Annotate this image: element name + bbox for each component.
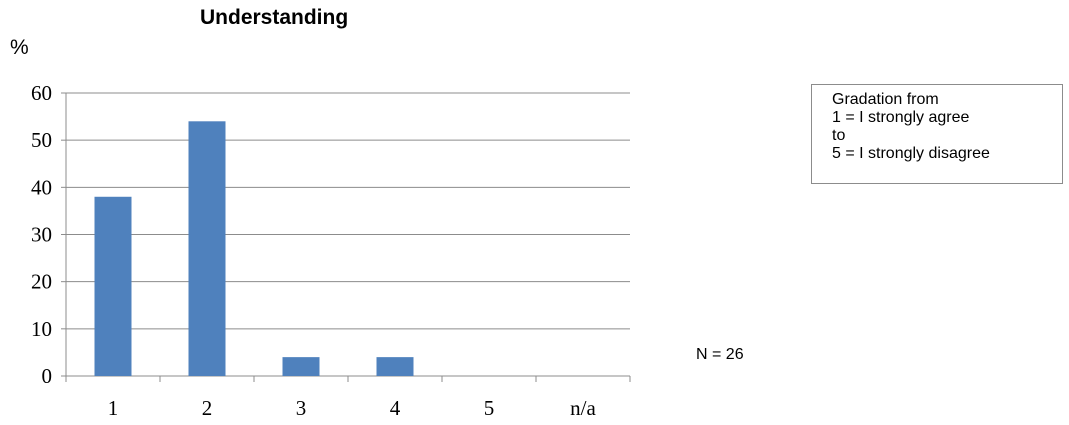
chart-title: Understanding [200, 6, 349, 29]
y-tick-label: 50 [31, 128, 52, 152]
sample-size-note: N = 26 [696, 346, 744, 363]
y-tick-label: 0 [42, 364, 53, 388]
x-tick-label: 1 [108, 396, 119, 420]
legend-line: 5 = I strongly disagree [832, 145, 990, 162]
x-tick-label: 4 [390, 396, 401, 420]
bar [188, 121, 226, 376]
y-tick-label: 20 [31, 270, 52, 294]
x-tick-label: 5 [484, 396, 495, 420]
legend-line: Gradation from [832, 91, 939, 108]
legend-line: 1 = I strongly agree [832, 109, 970, 126]
y-axis-label: % [10, 36, 29, 59]
legend-line: to [832, 127, 846, 144]
bar [376, 357, 414, 376]
x-tick-label: 2 [202, 396, 213, 420]
y-tick-label: 60 [31, 81, 52, 105]
bar [282, 357, 320, 376]
x-tick-label: 3 [296, 396, 307, 420]
gradation-legend: Gradation from 1 = I strongly agree to 5… [811, 84, 1063, 184]
bar [94, 196, 132, 376]
y-tick-label: 40 [31, 175, 52, 199]
y-tick-label: 10 [31, 317, 52, 341]
y-tick-label: 30 [31, 223, 52, 247]
x-tick-label: n/a [570, 396, 596, 420]
